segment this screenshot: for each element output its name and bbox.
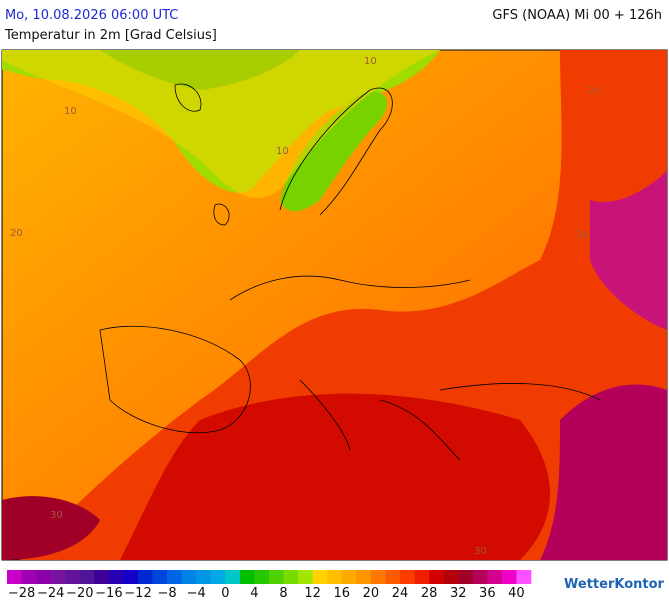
contour-label: 10 [364, 56, 377, 67]
legend-swatch [94, 570, 110, 584]
legend-label: 8 [279, 586, 287, 600]
legend-swatch [516, 570, 532, 584]
legend-label: −28 [8, 586, 35, 600]
color-legend: −28 −24 −20 −16 −12 −8 −4 0 4 8 12 16 20 24 28 32 36 40 [7, 570, 532, 601]
contour-label: 20 [10, 228, 23, 239]
legend-swatch [167, 570, 182, 584]
legend-swatch [196, 570, 212, 584]
legend-swatch [269, 570, 284, 584]
map [1, 49, 668, 561]
legend-label: 24 [392, 586, 409, 600]
legend-swatch [7, 570, 22, 584]
legend-swatch [123, 570, 139, 584]
legend-swatch [108, 570, 124, 584]
legend-label: 16 [334, 586, 351, 600]
contour-label: 10 [276, 146, 289, 157]
logo: WetterKontor [564, 577, 665, 592]
contour-label: 30 [50, 510, 63, 521]
legend-swatch [501, 570, 517, 584]
contour-labels: 10 10 10 20 20 30 30 30 [10, 56, 601, 557]
contour-label: 30 [474, 546, 487, 557]
legend-label: 40 [508, 586, 525, 600]
legend-swatch [210, 570, 226, 584]
parameter: Temperatur in 2m [Grad Celsius] [4, 28, 217, 43]
legend-label: 28 [421, 586, 438, 600]
contour-label: 10 [64, 106, 77, 117]
legend-label: 12 [304, 586, 321, 600]
legend-label: −12 [124, 586, 151, 600]
legend-swatch [298, 570, 313, 584]
legend-swatch [36, 570, 51, 584]
legend-swatch [65, 570, 81, 584]
legend-label: 32 [450, 586, 467, 600]
legend-label: 4 [250, 586, 258, 600]
legend-swatch [283, 570, 299, 584]
legend-swatch [152, 570, 168, 584]
legend-swatch [385, 570, 401, 584]
legend-swatch [21, 570, 37, 584]
model-run: GFS (NOAA) Mi 00 + 126h [492, 8, 662, 23]
legend-swatch [239, 570, 255, 584]
extreme-southwest [2, 496, 100, 560]
legend-swatch [327, 570, 343, 584]
legend-swatch [312, 570, 328, 584]
legend-swatch [181, 570, 197, 584]
legend-swatch [458, 570, 474, 584]
legend-swatch [254, 570, 270, 584]
extreme-east [590, 170, 667, 330]
coastlines [99, 83, 601, 461]
legend-label: −4 [187, 586, 206, 600]
legend-swatch [472, 570, 488, 584]
legend-swatch [50, 570, 66, 584]
contour-label: 30 [576, 230, 589, 241]
legend-label: 36 [479, 586, 496, 600]
legend-label: −16 [95, 586, 122, 600]
legend-swatch [370, 570, 386, 584]
legend-swatch [79, 570, 95, 584]
legend-swatch [341, 570, 357, 584]
scandinavia-cool [280, 91, 388, 212]
legend-swatch [225, 570, 241, 584]
legend-swatch [356, 570, 372, 584]
mild-band [2, 50, 440, 199]
extreme-southeast [540, 384, 667, 560]
legend-swatch [429, 570, 444, 584]
legend-label: 20 [363, 586, 380, 600]
legend-swatch [138, 570, 153, 584]
legend-label: 0 [221, 586, 229, 600]
legend-label: −20 [66, 586, 93, 600]
legend-swatch [400, 570, 415, 584]
legend-label: −24 [37, 586, 64, 600]
forecast-datetime: Mo, 10.08.2026 06:00 UTC [5, 8, 178, 23]
contour-label: 20 [588, 86, 601, 97]
very-hot-region [120, 393, 550, 560]
legend-swatch [443, 570, 459, 584]
legend-swatch [414, 570, 430, 584]
legend-swatch [487, 570, 503, 584]
legend-label: −8 [158, 586, 177, 600]
